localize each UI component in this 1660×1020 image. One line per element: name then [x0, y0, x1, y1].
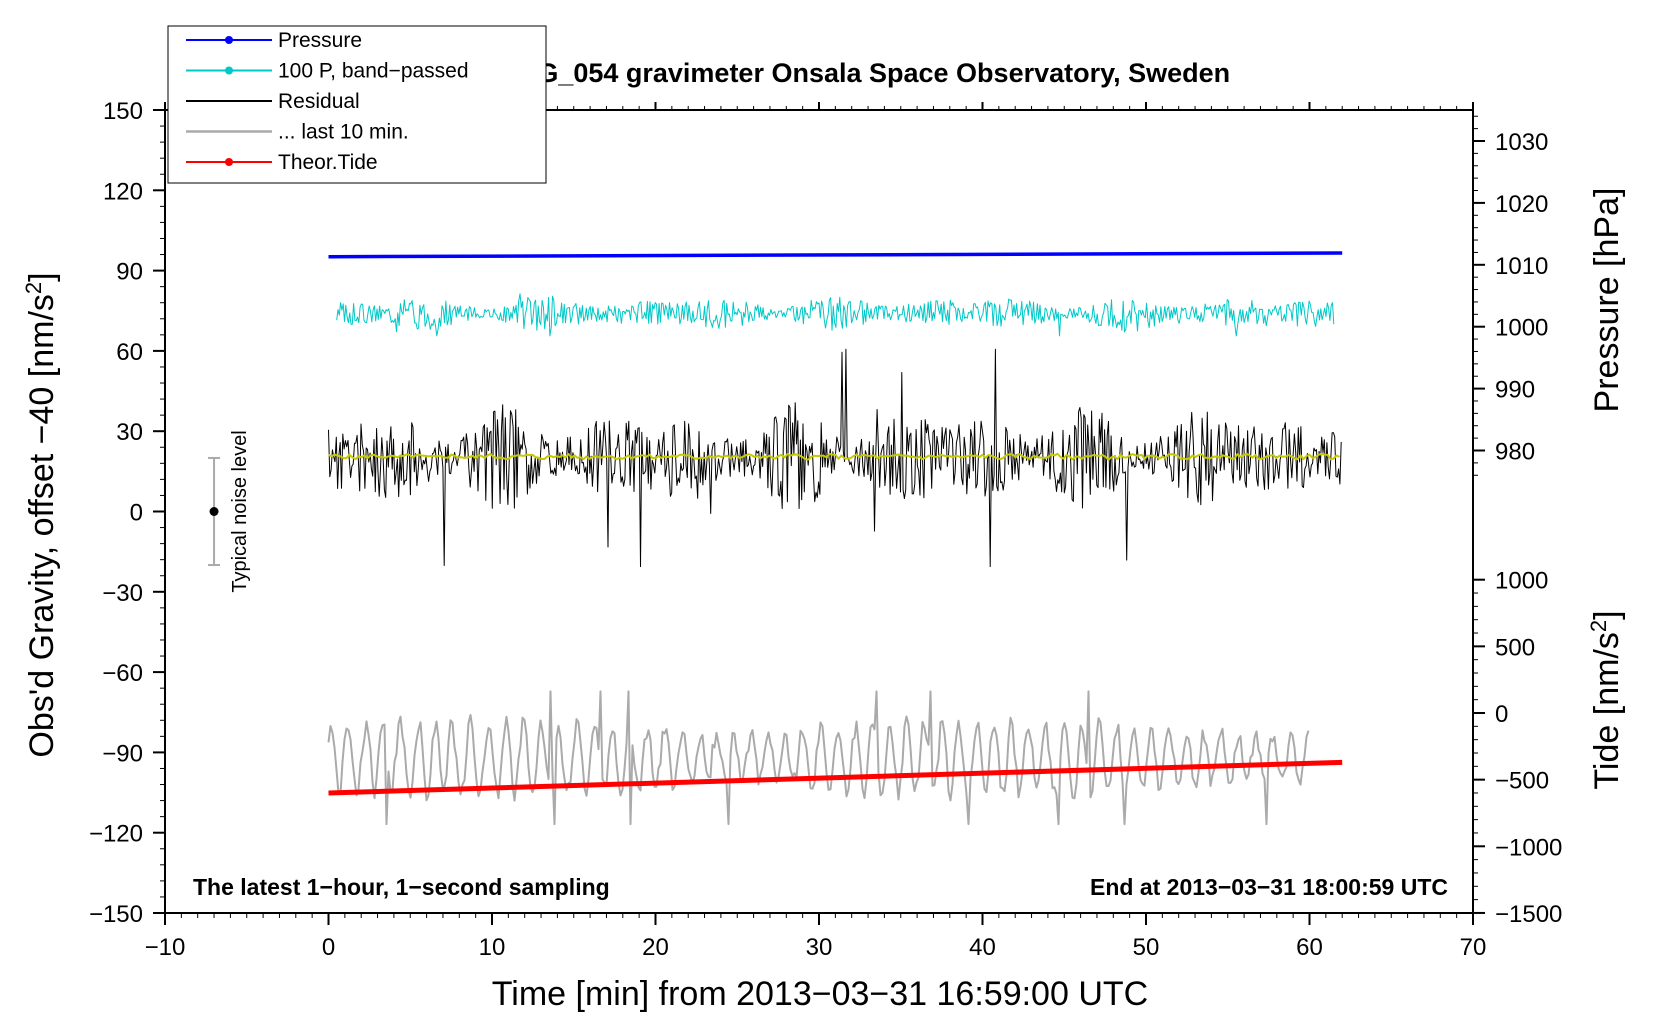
- series-theor-tide: [328, 759, 1343, 796]
- tide-tick-label: 500: [1495, 634, 1535, 661]
- x-tick-label: 0: [322, 934, 335, 961]
- tide-axis-ticks: −1500 −1000 −500 0 500 1000: [1473, 568, 1562, 928]
- tide-axis-title-close: ]: [1588, 610, 1626, 619]
- tide-tick-label: −1000: [1495, 834, 1562, 861]
- pressure-tick-label: 1030: [1495, 129, 1548, 156]
- y-tick-label: 0: [130, 500, 143, 527]
- y-tick-label: −120: [89, 821, 143, 848]
- legend-marker: [225, 36, 233, 44]
- y-axis-title: Obs'd Gravity, offset −40 [nm/s2]: [21, 272, 61, 757]
- y-axis-ticks: −150 −120 −90 −60 −30 0 30 60 90 120 150: [89, 98, 165, 928]
- y-tick-label: 60: [116, 339, 143, 366]
- legend-label: 100 P, band−passed: [278, 60, 469, 83]
- pressure-tick-label: 1010: [1495, 253, 1548, 280]
- y-tick-label: 120: [103, 178, 143, 205]
- legend-box: [167, 25, 547, 184]
- x-tick-label: −10: [145, 934, 186, 961]
- y-tick-label: 150: [103, 98, 143, 125]
- tide-tick-label: −500: [1495, 768, 1549, 795]
- legend-label: Theor.Tide: [278, 151, 378, 174]
- noise-label: Typical noise level: [229, 430, 251, 592]
- tide-axis-title: Tide [nm/s2]: [1586, 610, 1626, 789]
- tide-tick-label: 1000: [1495, 568, 1548, 595]
- pressure-tick-label: 990: [1495, 377, 1535, 404]
- legend-label: Pressure: [278, 29, 362, 52]
- annotation-left: The latest 1−hour, 1−second sampling: [193, 874, 610, 900]
- series-group: [327, 251, 1343, 826]
- noise-dot: [209, 507, 219, 516]
- tide-tick-label: −1500: [1495, 901, 1562, 928]
- legend-entries: Pressure 100 P, band−passed Residual ... la…: [186, 29, 469, 174]
- x-axis-title: Time [min] from 2013−03−31 16:59:00 UTC: [492, 975, 1148, 1013]
- chart-title: SCG_054 gravimeter Onsala Space Observat…: [500, 58, 1230, 88]
- noise-level-marker: Typical noise level: [208, 430, 251, 593]
- series--last-10-min-: [327, 690, 1310, 826]
- y-tick-label: −60: [102, 660, 143, 687]
- annotation-right: End at 2013−03−31 18:00:59 UTC: [1090, 874, 1448, 900]
- tide-tick-label: 0: [1495, 701, 1508, 728]
- x-tick-label: 50: [1133, 934, 1160, 961]
- series-pressure: [328, 251, 1343, 259]
- y-tick-label: −30: [102, 580, 143, 607]
- legend-marker: [225, 158, 233, 166]
- legend-label: ... last 10 min.: [278, 121, 409, 144]
- series-residual: [328, 348, 1342, 568]
- pressure-axis-title: Pressure [hPa]: [1588, 188, 1626, 413]
- series-100-p-band-passed: [336, 293, 1335, 337]
- legend-label: Residual: [278, 90, 360, 113]
- x-tick-label: 10: [479, 934, 506, 961]
- pressure-axis-ticks: 980 990 1000 1010 1020 1030: [1473, 115, 1548, 476]
- x-tick-label: 40: [969, 934, 996, 961]
- pressure-tick-label: 980: [1495, 439, 1535, 466]
- legend-marker: [225, 66, 233, 75]
- x-tick-label: 20: [642, 934, 669, 961]
- y-axis-title-close: ]: [23, 272, 61, 281]
- y-tick-label: 90: [116, 259, 143, 286]
- y-tick-label: −150: [89, 901, 143, 928]
- x-tick-label: 30: [806, 934, 833, 961]
- y-axis-title-main: Obs'd Gravity, offset −40 [nm/s: [23, 294, 61, 757]
- y-tick-label: −90: [102, 740, 143, 767]
- pressure-tick-label: 1000: [1495, 315, 1548, 342]
- x-tick-label: 60: [1296, 934, 1323, 961]
- pressure-tick-label: 1020: [1495, 191, 1548, 218]
- y-tick-label: 30: [116, 419, 143, 446]
- x-axis-ticks: −10 0 10 20 30 40 50 60 70: [145, 102, 1487, 961]
- tide-axis-title-main: Tide [nm/s: [1588, 632, 1626, 789]
- legend: Pressure 100 P, band−passed Residual ... la…: [167, 25, 547, 184]
- x-tick-label: 70: [1460, 934, 1487, 961]
- tide-axis-title-sup: 2: [1586, 620, 1611, 632]
- series-residual-mean: [328, 452, 1340, 461]
- y-axis-title-sup: 2: [21, 282, 46, 294]
